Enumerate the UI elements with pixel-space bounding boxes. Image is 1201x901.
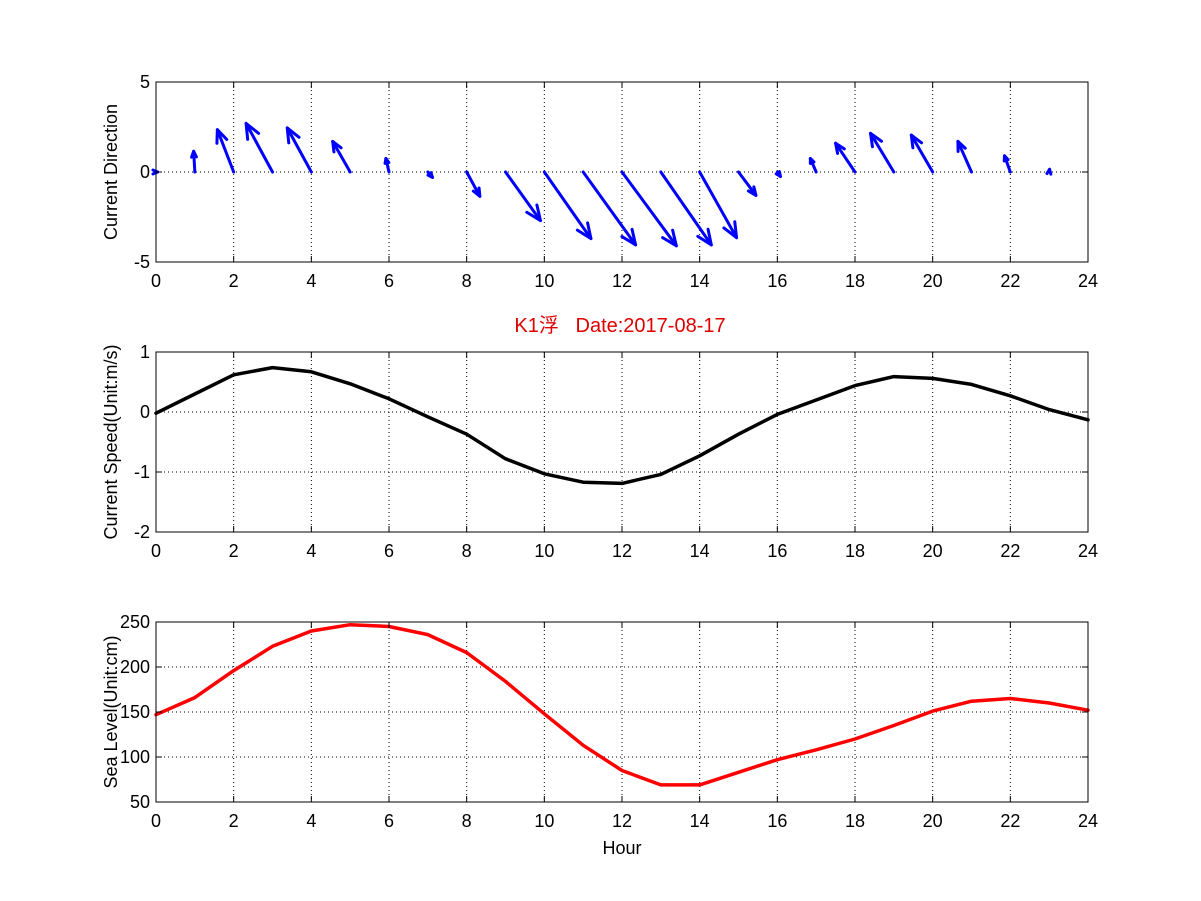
direction-arrow <box>774 170 782 178</box>
sea-level-xtick-label: 0 <box>151 811 161 831</box>
direction-arrow <box>909 133 935 174</box>
direction-xtick-label: 18 <box>845 271 865 291</box>
direction-xtick-label: 8 <box>462 271 472 291</box>
speed-series-line <box>154 365 1090 486</box>
speed-xtick-label: 8 <box>462 541 472 561</box>
direction-arrow <box>215 128 236 174</box>
direction-xtick-label: 16 <box>767 271 787 291</box>
sea-level-xtick-label: 10 <box>534 811 554 831</box>
speed-xtick-label: 24 <box>1078 541 1098 561</box>
direction-arrow <box>383 157 391 174</box>
direction-xtick-label: 4 <box>306 271 316 291</box>
sea-level-ytick-label: 50 <box>130 792 150 812</box>
direction-ytick-label: 0 <box>140 162 150 182</box>
sea-level-xlabel: Hour <box>602 838 641 858</box>
speed-xtick-label: 2 <box>229 541 239 561</box>
sea-level-xtick-label: 14 <box>690 811 710 831</box>
sea-level-xtick-label: 12 <box>612 811 632 831</box>
direction-xtick-label: 24 <box>1078 271 1098 291</box>
sea-level-ylabel: Sea Level(Unit:cm) <box>101 635 121 788</box>
figure-title: K1浮 Date:2017-08-17 <box>514 314 725 337</box>
speed-xtick-label: 0 <box>151 541 161 561</box>
direction-ytick-label: 5 <box>140 72 150 92</box>
direction-arrow <box>285 126 313 174</box>
speed-xtick-label: 10 <box>534 541 554 561</box>
sea-level-xtick-label: 20 <box>923 811 943 831</box>
direction-xtick-label: 6 <box>384 271 394 291</box>
sea-level-xtick-label: 24 <box>1078 811 1098 831</box>
direction-arrow <box>542 170 593 241</box>
direction-arrow <box>956 139 973 174</box>
speed-ytick-label: 1 <box>140 342 150 362</box>
sea-level-ytick-label: 100 <box>120 747 150 767</box>
direction-xtick-label: 10 <box>534 271 554 291</box>
sea-level-ytick-label: 200 <box>120 657 150 677</box>
sea-level-xtick-label: 16 <box>767 811 787 831</box>
speed-ytick-label: -1 <box>134 462 150 482</box>
direction-arrow <box>808 157 818 174</box>
direction-arrow <box>1045 167 1053 176</box>
direction-arrow <box>426 170 434 179</box>
speed-xtick-label: 12 <box>612 541 632 561</box>
direction-xtick-label: 22 <box>1000 271 1020 291</box>
speed-xtick-label: 6 <box>384 541 394 561</box>
sea-level-xtick-label: 8 <box>462 811 472 831</box>
direction-xtick-label: 20 <box>923 271 943 291</box>
direction-arrow <box>737 170 758 197</box>
direction-xtick-label: 14 <box>690 271 710 291</box>
speed-ylabel: Current Speed(Unit:m/s) <box>101 344 121 539</box>
direction-arrow <box>465 170 482 198</box>
direction-arrow <box>581 170 638 247</box>
speed-ytick-label: 0 <box>140 402 150 422</box>
direction-arrow <box>869 131 896 174</box>
direction-xtick-label: 0 <box>151 271 161 291</box>
direction-arrow <box>659 170 713 247</box>
direction-xtick-label: 12 <box>612 271 632 291</box>
speed-xtick-label: 4 <box>306 541 316 561</box>
sea-level-series-line <box>154 622 1090 787</box>
direction-ylabel: Current Direction <box>101 104 121 240</box>
speed-plot-area <box>156 352 1088 532</box>
speed-xtick-label: 16 <box>767 541 787 561</box>
direction-xtick-label: 2 <box>229 271 239 291</box>
speed-xtick-label: 20 <box>923 541 943 561</box>
speed-xtick-label: 14 <box>690 541 710 561</box>
direction-arrow <box>834 141 857 174</box>
direction-arrow <box>504 170 542 223</box>
sea-level-xtick-label: 2 <box>229 811 239 831</box>
direction-arrow <box>1002 154 1012 174</box>
speed-xtick-label: 22 <box>1000 541 1020 561</box>
sea-level-xtick-label: 6 <box>384 811 394 831</box>
direction-arrow <box>331 139 352 174</box>
direction-arrow <box>190 149 198 174</box>
sea-level-xtick-label: 22 <box>1000 811 1020 831</box>
direction-arrow <box>620 170 678 248</box>
sea-level-ytick-label: 150 <box>120 702 150 722</box>
sea-level-xtick-label: 4 <box>306 811 316 831</box>
speed-ytick-label: -2 <box>134 522 150 542</box>
sea-level-ytick-label: 250 <box>120 612 150 632</box>
direction-arrow <box>698 170 739 240</box>
direction-arrow <box>244 121 274 174</box>
speed-xtick-label: 18 <box>845 541 865 561</box>
sea-level-xtick-label: 18 <box>845 811 865 831</box>
direction-ytick-label: -5 <box>134 252 150 272</box>
